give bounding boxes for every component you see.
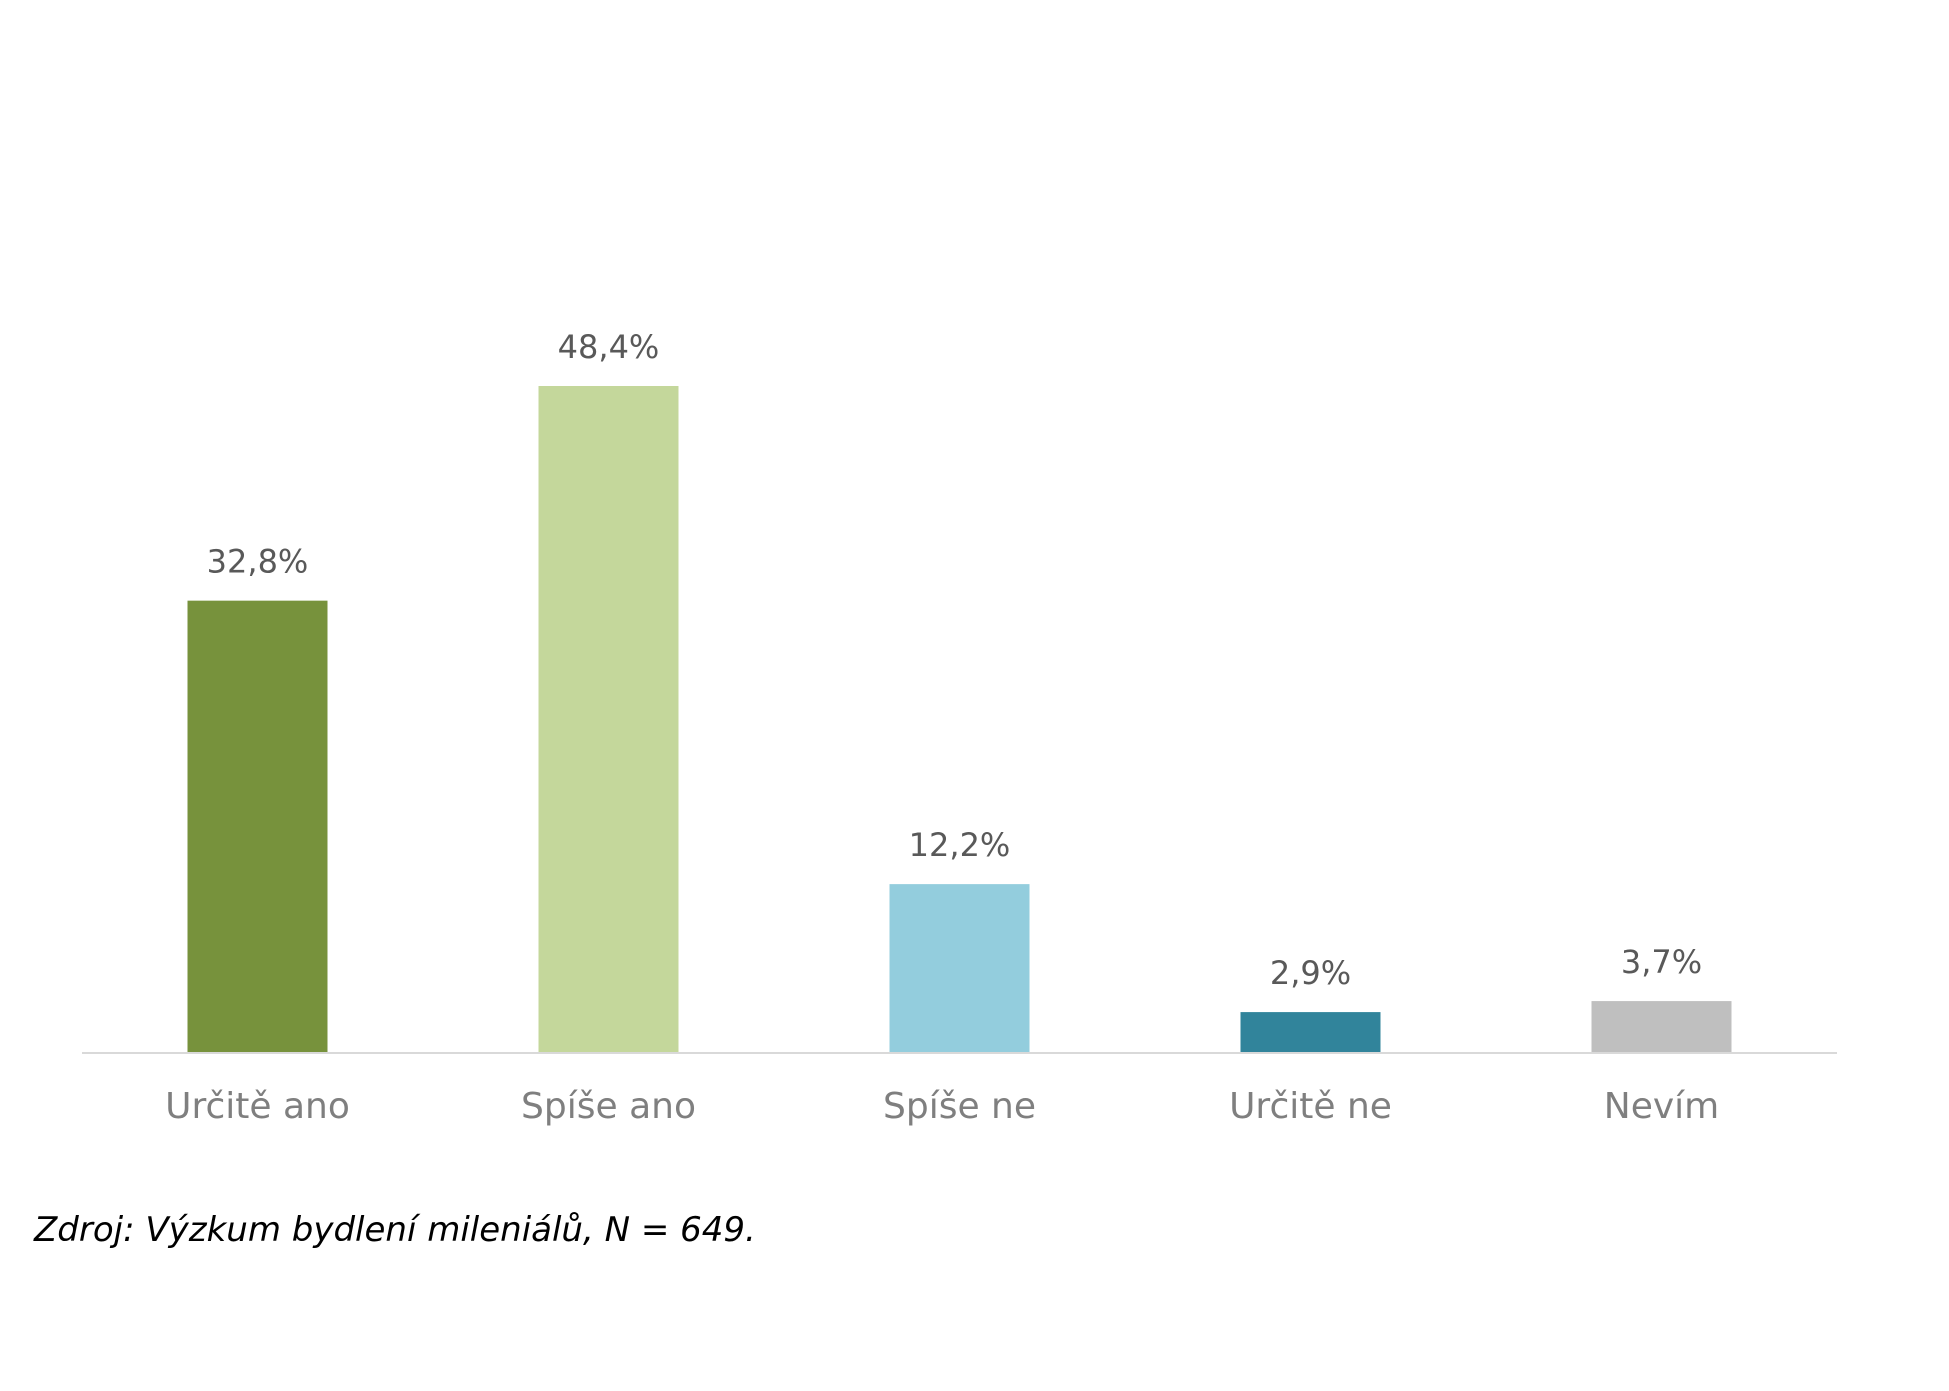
value-label-urcite-ano: 32,8% — [207, 543, 309, 581]
category-labels-layer: Určitě ano Spíše ano Spíše ne Určitě ne Neví… — [165, 1086, 1719, 1127]
value-label-urcite-ne: 2,9% — [1270, 954, 1351, 992]
bars-layer — [187, 386, 1732, 1052]
value-label-nevim: 3,7% — [1621, 943, 1702, 981]
bar-spise-ano — [538, 386, 679, 1052]
value-label-spise-ano: 48,4% — [558, 328, 660, 366]
category-label-urcite-ne: Určitě ne — [1229, 1086, 1392, 1127]
bar-spise-ne — [889, 884, 1030, 1052]
bar-nevim — [1591, 1001, 1732, 1052]
value-label-spise-ne: 12,2% — [909, 826, 1011, 864]
category-label-spise-ano: Spíše ano — [521, 1086, 696, 1127]
source-note: Zdroj: Výzkum bydlení mileniálů, N = 649… — [34, 1210, 756, 1250]
value-labels-layer: 32,8% 48,4% 12,2% 2,9% 3,7% — [207, 328, 1702, 992]
category-label-urcite-ano: Určitě ano — [165, 1086, 350, 1127]
category-label-spise-ne: Spíše ne — [883, 1086, 1036, 1127]
bar-urcite-ano — [187, 600, 328, 1052]
bar-urcite-ne — [1240, 1012, 1381, 1052]
category-label-nevim: Nevím — [1604, 1086, 1719, 1127]
